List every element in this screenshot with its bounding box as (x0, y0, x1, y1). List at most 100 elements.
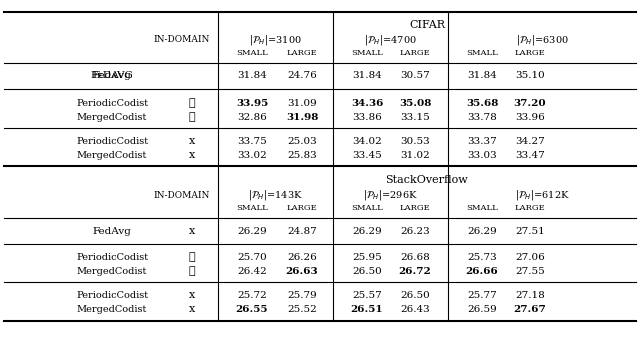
Text: LARGE: LARGE (399, 204, 430, 212)
Text: 26.29: 26.29 (352, 227, 382, 236)
Text: 26.23: 26.23 (400, 227, 430, 236)
Text: 33.02: 33.02 (237, 150, 267, 159)
Text: ✓: ✓ (189, 266, 195, 276)
Text: $|\mathcal{P}_H|$=4700: $|\mathcal{P}_H|$=4700 (364, 33, 417, 47)
Text: 26.59: 26.59 (467, 304, 497, 313)
Text: 25.03: 25.03 (287, 136, 317, 145)
Text: $|\mathcal{P}_H|$=612K: $|\mathcal{P}_H|$=612K (515, 188, 570, 202)
Text: 34.27: 34.27 (515, 136, 545, 145)
Text: SMALL: SMALL (351, 204, 383, 212)
Text: 26.72: 26.72 (399, 266, 431, 275)
Text: LARGE: LARGE (515, 49, 545, 57)
Text: $|\mathcal{P}_H|$=143K: $|\mathcal{P}_H|$=143K (248, 188, 303, 202)
Text: IN-DOMAIN: IN-DOMAIN (154, 36, 210, 45)
Text: 30.57: 30.57 (400, 71, 430, 80)
Text: SMALL: SMALL (466, 49, 498, 57)
Text: ✓: ✓ (189, 98, 195, 108)
Text: 32.86: 32.86 (237, 112, 267, 121)
Text: PeriodicCodist: PeriodicCodist (76, 290, 148, 299)
Text: MergedCodist: MergedCodist (77, 112, 147, 121)
Text: MergedCodist: MergedCodist (77, 150, 147, 159)
Text: 34.02: 34.02 (352, 136, 382, 145)
Text: x: x (189, 290, 195, 300)
Text: SMALL: SMALL (236, 49, 268, 57)
Text: 33.03: 33.03 (467, 150, 497, 159)
Text: 33.96: 33.96 (515, 112, 545, 121)
Text: 25.52: 25.52 (287, 304, 317, 313)
Text: ✓: ✓ (189, 112, 195, 122)
Text: 25.95: 25.95 (352, 252, 382, 261)
Text: 25.72: 25.72 (237, 290, 267, 299)
Text: 35.68: 35.68 (466, 98, 498, 107)
Text: SMALL: SMALL (466, 204, 498, 212)
Text: 27.06: 27.06 (515, 252, 545, 261)
Text: 26.42: 26.42 (237, 266, 267, 275)
Text: FedAvg: FedAvg (93, 71, 131, 80)
Text: 27.18: 27.18 (515, 290, 545, 299)
Text: x: x (189, 226, 195, 236)
Text: 31.02: 31.02 (400, 150, 430, 159)
Text: PeriodicCodist: PeriodicCodist (76, 252, 148, 261)
Text: 33.47: 33.47 (515, 150, 545, 159)
Text: 33.95: 33.95 (236, 98, 268, 107)
Text: 31.98: 31.98 (286, 112, 318, 121)
Text: 26.55: 26.55 (236, 304, 268, 313)
Text: 30.53: 30.53 (400, 136, 430, 145)
Text: 33.78: 33.78 (467, 112, 497, 121)
Text: 31.09: 31.09 (287, 98, 317, 107)
Text: 33.86: 33.86 (352, 112, 382, 121)
Text: x: x (189, 136, 195, 146)
Text: SMALL: SMALL (351, 49, 383, 57)
Text: 31.84: 31.84 (467, 71, 497, 80)
Text: 37.20: 37.20 (514, 98, 547, 107)
Text: MergedCodist: MergedCodist (77, 266, 147, 275)
Text: CIFAR: CIFAR (409, 20, 445, 30)
Text: FedAvg: FedAvg (93, 227, 131, 236)
Text: 26.68: 26.68 (400, 252, 430, 261)
Text: $|\mathcal{P}_H|$=3100: $|\mathcal{P}_H|$=3100 (249, 33, 302, 47)
Text: 27.51: 27.51 (515, 227, 545, 236)
Text: 27.67: 27.67 (514, 304, 547, 313)
Text: 25.79: 25.79 (287, 290, 317, 299)
Text: 26.26: 26.26 (287, 252, 317, 261)
Text: 25.57: 25.57 (352, 290, 382, 299)
Text: 33.15: 33.15 (400, 112, 430, 121)
Text: 25.83: 25.83 (287, 150, 317, 159)
Text: 25.73: 25.73 (467, 252, 497, 261)
Text: 33.37: 33.37 (467, 136, 497, 145)
Text: LARGE: LARGE (287, 204, 317, 212)
Text: 25.77: 25.77 (467, 290, 497, 299)
Text: LARGE: LARGE (515, 204, 545, 212)
Text: 27.55: 27.55 (515, 266, 545, 275)
Text: 33.75: 33.75 (237, 136, 267, 145)
Text: x: x (189, 304, 195, 314)
Text: 26.50: 26.50 (400, 290, 430, 299)
Text: 24.76: 24.76 (287, 71, 317, 80)
Text: MergedCodist: MergedCodist (77, 304, 147, 313)
Text: 35.08: 35.08 (399, 98, 431, 107)
Text: x: x (189, 150, 195, 160)
Text: 26.43: 26.43 (400, 304, 430, 313)
Text: PeriodicCodist: PeriodicCodist (76, 136, 148, 145)
Text: 31.84: 31.84 (352, 71, 382, 80)
Text: PeriodicCodist: PeriodicCodist (76, 98, 148, 107)
Text: 33.45: 33.45 (352, 150, 382, 159)
Text: 24.87: 24.87 (287, 227, 317, 236)
Text: IN-DOMAIN: IN-DOMAIN (154, 191, 210, 200)
Text: 26.51: 26.51 (351, 304, 383, 313)
Text: 26.29: 26.29 (467, 227, 497, 236)
Text: ✓: ✓ (189, 252, 195, 262)
Text: LARGE: LARGE (287, 49, 317, 57)
Text: 26.50: 26.50 (352, 266, 382, 275)
Text: 25.70: 25.70 (237, 252, 267, 261)
Text: 26.66: 26.66 (466, 266, 499, 275)
Text: 34.36: 34.36 (351, 98, 383, 107)
Text: $|\mathcal{P}_H|$=6300: $|\mathcal{P}_H|$=6300 (516, 33, 568, 47)
Text: 35.10: 35.10 (515, 71, 545, 80)
Text: StackOverflow: StackOverflow (386, 175, 468, 185)
Text: $|\mathcal{P}_H|$=296K: $|\mathcal{P}_H|$=296K (363, 188, 418, 202)
Text: 26.29: 26.29 (237, 227, 267, 236)
Text: LARGE: LARGE (399, 49, 430, 57)
Text: FᴇDᴀVG: FᴇDᴀVG (91, 71, 133, 80)
Text: 31.84: 31.84 (237, 71, 267, 80)
